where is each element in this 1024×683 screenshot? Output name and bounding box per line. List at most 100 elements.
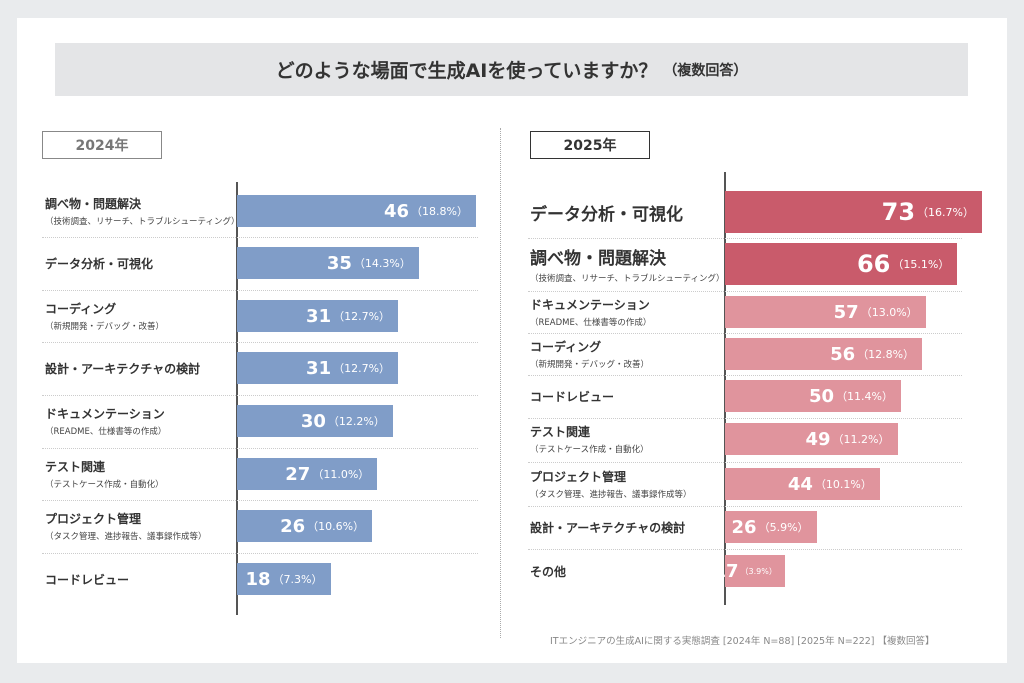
row-separator — [42, 500, 478, 501]
bar: 18 （7.3%） — [237, 563, 331, 595]
bar-value-label: 46 — [383, 200, 410, 222]
category-name: データ分析・可視化 — [530, 204, 683, 225]
category-label: コードレビュー — [530, 380, 614, 412]
category-label: 調べ物・問題解決 （技術調査、リサーチ、トラブルシューティング） — [530, 243, 724, 285]
category-detail: （README、仕様書等の作成） — [530, 318, 652, 328]
row-separator — [528, 506, 962, 507]
bar-percent-label: （16.7%） — [917, 206, 974, 219]
category-detail: （README、仕様書等の作成） — [45, 427, 167, 437]
bar-value-label: 73 — [881, 198, 916, 226]
category-label: 設計・アーキテクチャの検討 — [530, 511, 685, 543]
category-label: プロジェクト管理 （タスク管理、進捗報告、議事録作成等） — [45, 510, 207, 542]
category-label: その他 — [530, 555, 566, 587]
bar: 66 （15.1%） — [725, 243, 958, 285]
bar-percent-label: （11.0%） — [312, 468, 370, 481]
category-name: 設計・アーキテクチャの検討 — [530, 520, 686, 535]
bar-value-label: 17 — [713, 560, 739, 582]
bar-percent-label: （18.8%） — [411, 205, 468, 218]
bar-percent-label: （10.1%） — [814, 478, 872, 491]
row-separator — [42, 237, 478, 238]
bar: 26 （10.6%） — [237, 510, 373, 542]
category-label: コーディング （新規開発・デバッグ・改善） — [45, 300, 164, 332]
category-label: テスト関連 （テストケース作成・自動化） — [530, 423, 649, 455]
category-name: ドキュメンテーション — [45, 407, 165, 421]
bar: 44 （10.1%） — [725, 468, 880, 500]
category-name: コーディング — [45, 302, 117, 316]
row-separator — [528, 462, 962, 463]
bar-value-label: 26 — [280, 515, 306, 537]
chart-title-note: （複数回答） — [663, 62, 748, 79]
category-name: 調べ物・問題解決 — [45, 197, 142, 211]
category-name: コーディング — [530, 340, 602, 354]
category-detail: （技術調査、リサーチ、トラブルシューティング） — [530, 274, 725, 284]
bar-percent-label: （15.1%） — [892, 258, 950, 271]
category-detail: （新規開発・デバッグ・改善） — [45, 322, 165, 332]
category-name: ドキュメンテーション — [530, 298, 650, 312]
panel-divider — [500, 128, 501, 638]
title-bar: どのような場面で生成AIを使っていますか？ （複数回答） — [55, 43, 968, 96]
category-detail: （タスク管理、進捗報告、議事録作成等） — [530, 490, 692, 500]
category-label: データ分析・可視化 — [45, 247, 153, 279]
row-separator — [528, 549, 962, 550]
category-name: コードレビュー — [45, 572, 130, 587]
bar: 73 （16.7%） — [725, 191, 982, 233]
category-detail: （タスク管理、進捗報告、議事録作成等） — [45, 532, 207, 542]
category-detail: （テストケース作成・自動化） — [530, 445, 649, 455]
category-name: テスト関連 — [530, 425, 591, 439]
year-label-2025: 2025年 — [530, 131, 650, 159]
bar: 26 （5.9%） — [725, 511, 817, 543]
bar: 31 （12.7%） — [237, 300, 399, 332]
category-label: コーディング （新規開発・デバッグ・改善） — [530, 338, 649, 370]
category-label: プロジェクト管理 （タスク管理、進捗報告、議事録作成等） — [530, 468, 692, 500]
bar: 31 （12.7%） — [237, 352, 399, 384]
chart-axis — [236, 182, 238, 615]
bar-value-label: 26 — [731, 516, 757, 538]
year-label-2024: 2024年 — [42, 131, 162, 159]
bar-value-label: 44 — [787, 473, 813, 495]
bar-value-label: 27 — [285, 463, 311, 485]
row-separator — [528, 375, 962, 376]
bar-value-label: 50 — [809, 385, 835, 407]
bar-percent-label: （10.6%） — [307, 520, 365, 533]
bar-value-label: 49 — [805, 428, 831, 450]
bar: 49 （11.2%） — [725, 423, 898, 455]
category-label: 設計・アーキテクチャの検討 — [45, 352, 200, 384]
category-label: 調べ物・問題解決 （技術調査、リサーチ、トラブルシューティング） — [45, 195, 239, 227]
bar: 27 （11.0%） — [237, 458, 378, 490]
bar: 35 （14.3%） — [237, 247, 419, 279]
bar: 30 （12.2%） — [237, 405, 393, 437]
category-name: プロジェクト管理 — [45, 512, 142, 526]
chart-title: どのような場面で生成AIを使っていますか？ — [275, 60, 658, 82]
bar-value-label: 31 — [306, 305, 332, 327]
row-separator — [42, 395, 478, 396]
bar-value-label: 35 — [326, 252, 352, 274]
category-detail: （テストケース作成・自動化） — [45, 480, 164, 490]
bar-value-label: 18 — [245, 568, 271, 590]
bar-percent-label: （12.2%） — [327, 415, 385, 428]
category-name: プロジェクト管理 — [530, 470, 627, 484]
bar-percent-label: （12.8%） — [857, 348, 915, 361]
category-detail: （技術調査、リサーチ、トラブルシューティング） — [45, 217, 240, 227]
bar: 56 （12.8%） — [725, 338, 923, 370]
category-label: ドキュメンテーション （README、仕様書等の作成） — [530, 296, 651, 328]
bar-percent-label: （11.4%） — [836, 390, 894, 403]
row-separator — [42, 553, 478, 554]
category-label: コードレビュー — [45, 563, 129, 595]
category-label: データ分析・可視化 — [530, 191, 683, 233]
bar: 17 （3.9%） — [713, 555, 785, 587]
bar-value-label: 31 — [306, 357, 332, 379]
category-name: 設計・アーキテクチャの検討 — [45, 361, 201, 376]
bar-percent-label: （11.2%） — [832, 433, 890, 446]
bar: 46 （18.8%） — [237, 195, 476, 227]
bar: 50 （11.4%） — [725, 380, 902, 412]
bar-percent-label: （5.9%） — [758, 521, 809, 534]
bar-percent-label: （3.9%） — [740, 566, 777, 576]
category-name: テスト関連 — [45, 460, 106, 474]
row-separator — [42, 290, 478, 291]
bar-percent-label: （12.7%） — [333, 310, 391, 323]
bar-percent-label: （14.3%） — [353, 257, 411, 270]
category-name: コードレビュー — [530, 389, 615, 404]
bar-percent-label: （12.7%） — [333, 362, 391, 375]
row-separator — [528, 333, 962, 334]
row-separator — [42, 448, 478, 449]
